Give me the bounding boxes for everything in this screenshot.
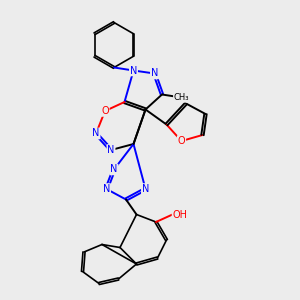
- Text: O: O: [101, 106, 109, 116]
- Text: N: N: [130, 65, 137, 76]
- Text: N: N: [107, 145, 115, 155]
- Text: CH₃: CH₃: [174, 93, 189, 102]
- Text: O: O: [178, 136, 185, 146]
- Text: N: N: [103, 184, 110, 194]
- Text: OH: OH: [172, 209, 188, 220]
- Text: N: N: [110, 164, 118, 175]
- Text: N: N: [92, 128, 100, 139]
- Text: N: N: [151, 68, 158, 79]
- Text: N: N: [142, 184, 149, 194]
